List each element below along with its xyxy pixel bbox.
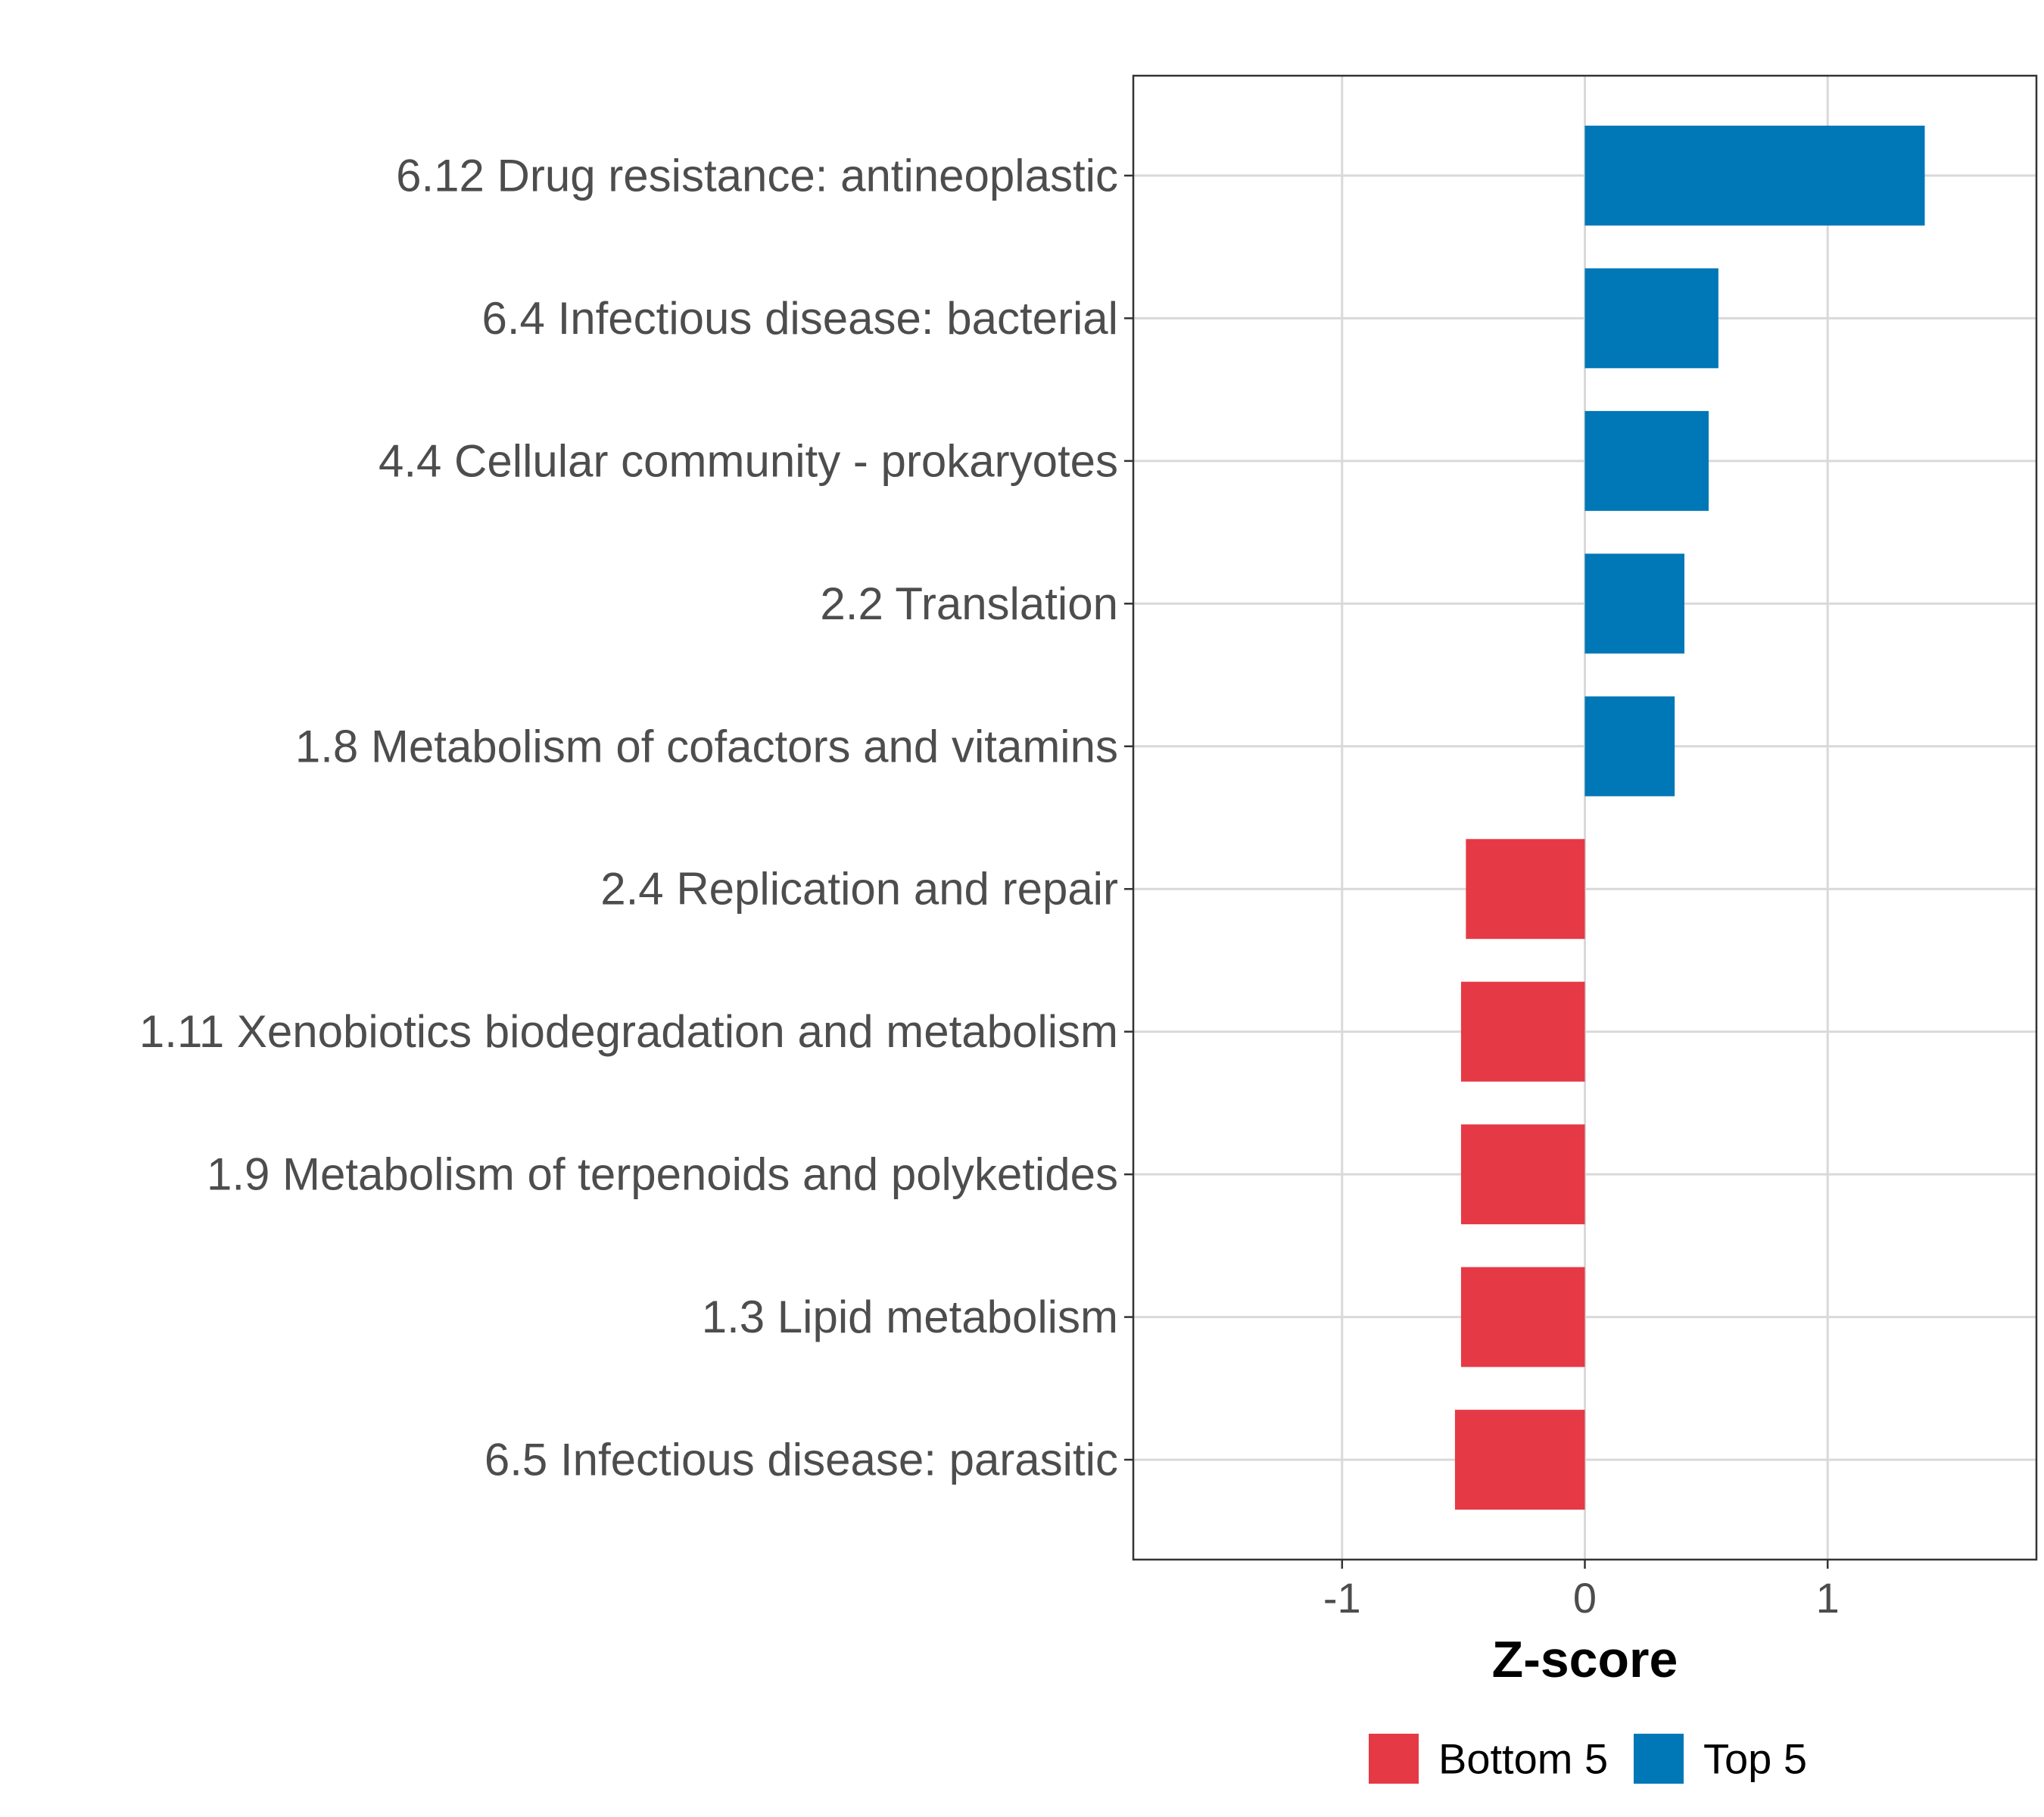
bar [1584, 696, 1675, 796]
y-tick-label: 1.11 Xenobiotics biodegradation and meta… [139, 1006, 1118, 1057]
y-tick-label: 6.5 Infectious disease: parasitic [485, 1435, 1118, 1485]
y-axis: 6.12 Drug resistance: antineoplastic 6.4 … [139, 150, 1133, 1485]
y-tick-label: 2.2 Translation [820, 578, 1118, 629]
legend-swatch [1634, 1734, 1684, 1784]
legend-swatch [1369, 1734, 1419, 1784]
y-tick-label: 1.9 Metabolism of terpenoids and polyket… [207, 1149, 1118, 1200]
y-tick-label: 6.4 Infectious disease: bacterial [482, 293, 1119, 344]
bar [1584, 125, 1925, 226]
bar [1460, 1267, 1585, 1367]
y-tick-label: 1.3 Lipid metabolism [702, 1292, 1118, 1342]
y-tick-label: 1.8 Metabolism of cofactors and vitamins [295, 721, 1118, 771]
legend: Bottom 5 Top 5 [1369, 1734, 1807, 1784]
bar [1460, 1124, 1585, 1225]
bar [1584, 268, 1718, 369]
y-tick-label: 2.4 Replication and repair [600, 864, 1118, 915]
x-tick-label: -1 [1323, 1574, 1361, 1622]
bar [1466, 839, 1585, 940]
x-axis: -1 0 1 [1323, 1560, 1840, 1622]
bar [1584, 410, 1709, 511]
y-tick-label: 4.4 Cellular community - prokaryotes [379, 435, 1118, 486]
legend-label: Top 5 [1703, 1735, 1807, 1783]
legend-label: Bottom 5 [1438, 1735, 1608, 1783]
x-axis-title: Z-score [1492, 1631, 1678, 1688]
x-tick-label: 1 [1816, 1574, 1840, 1622]
y-tick-label: 6.12 Drug resistance: antineoplastic [396, 150, 1118, 201]
bars [1454, 125, 1925, 1510]
x-tick-label: 0 [1573, 1574, 1597, 1622]
bar [1454, 1410, 1585, 1510]
bar [1460, 981, 1585, 1082]
bar [1584, 553, 1684, 654]
